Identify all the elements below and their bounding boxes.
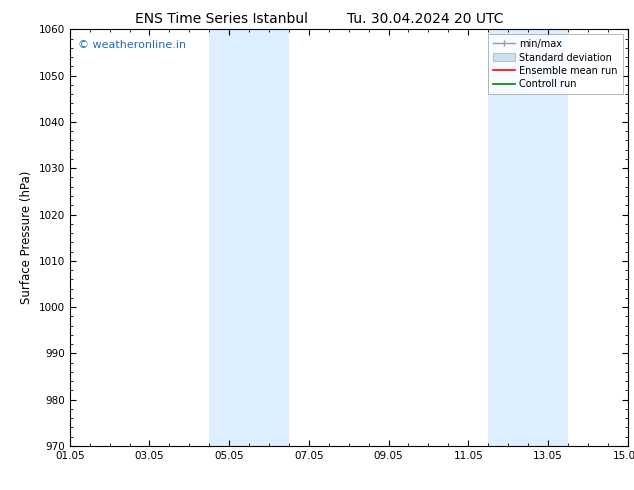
Legend: min/max, Standard deviation, Ensemble mean run, Controll run: min/max, Standard deviation, Ensemble me…	[488, 34, 623, 94]
Bar	[209, 29, 289, 446]
Bar	[488, 29, 568, 446]
Text: ENS Time Series Istanbul: ENS Time Series Istanbul	[136, 12, 308, 26]
Y-axis label: Surface Pressure (hPa): Surface Pressure (hPa)	[20, 171, 33, 304]
Text: Tu. 30.04.2024 20 UTC: Tu. 30.04.2024 20 UTC	[347, 12, 503, 26]
Text: © weatheronline.in: © weatheronline.in	[78, 40, 186, 50]
